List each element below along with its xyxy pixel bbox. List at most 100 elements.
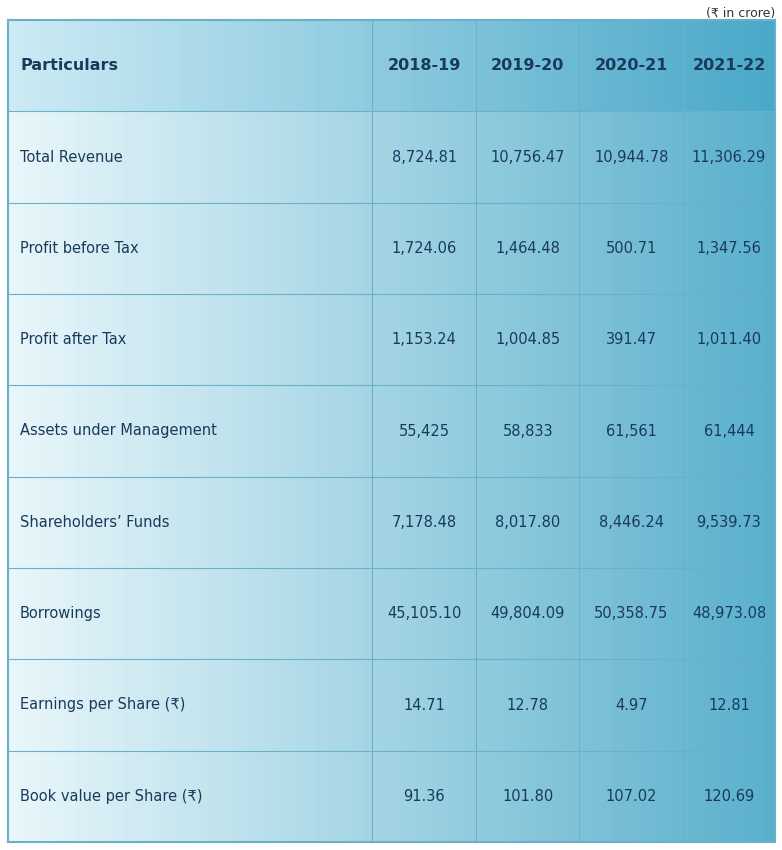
Bar — [372, 660, 382, 751]
Bar — [622, 660, 632, 751]
Bar — [228, 202, 239, 294]
Text: (₹ in crore): (₹ in crore) — [705, 7, 775, 20]
Bar — [392, 202, 402, 294]
Bar — [612, 202, 622, 294]
Bar — [296, 751, 306, 842]
Bar — [84, 751, 95, 842]
Bar — [56, 294, 66, 385]
Bar — [277, 20, 286, 111]
Bar — [315, 294, 325, 385]
Bar — [689, 660, 699, 751]
Bar — [113, 477, 124, 568]
Bar — [631, 477, 641, 568]
Bar — [181, 660, 191, 751]
Bar — [27, 568, 38, 660]
Bar — [497, 111, 507, 202]
Bar — [392, 477, 402, 568]
Bar — [679, 202, 689, 294]
Bar — [286, 751, 296, 842]
Bar — [545, 751, 555, 842]
Bar — [123, 477, 133, 568]
Bar — [593, 385, 603, 477]
Bar — [37, 568, 47, 660]
Bar — [449, 202, 459, 294]
Bar — [439, 111, 450, 202]
Bar — [497, 751, 507, 842]
Text: 50,358.75: 50,358.75 — [594, 606, 669, 621]
Bar — [305, 385, 315, 477]
Bar — [142, 751, 152, 842]
Bar — [84, 202, 95, 294]
Bar — [219, 477, 229, 568]
Bar — [277, 202, 286, 294]
Bar — [104, 477, 114, 568]
Bar — [458, 477, 468, 568]
Bar — [622, 751, 632, 842]
Bar — [190, 202, 200, 294]
Bar — [708, 751, 718, 842]
Bar — [640, 111, 651, 202]
Bar — [277, 294, 286, 385]
Bar — [439, 751, 450, 842]
Bar — [526, 660, 536, 751]
Bar — [487, 477, 497, 568]
Bar — [382, 568, 392, 660]
Text: 61,561: 61,561 — [606, 423, 657, 439]
Bar — [698, 751, 708, 842]
Bar — [325, 477, 335, 568]
Bar — [305, 751, 315, 842]
Bar — [296, 202, 306, 294]
Bar — [286, 202, 296, 294]
Bar — [689, 751, 699, 842]
Bar — [161, 751, 171, 842]
Bar — [497, 20, 507, 111]
Bar — [334, 20, 344, 111]
Bar — [411, 385, 421, 477]
Bar — [583, 477, 594, 568]
Bar — [602, 202, 612, 294]
Bar — [766, 477, 776, 568]
Bar — [219, 660, 229, 751]
Text: Profit before Tax: Profit before Tax — [20, 241, 138, 256]
Bar — [325, 202, 335, 294]
Bar — [257, 477, 267, 568]
Bar — [17, 660, 27, 751]
Bar — [497, 660, 507, 751]
Bar — [75, 751, 85, 842]
Bar — [363, 660, 373, 751]
Bar — [468, 385, 479, 477]
Bar — [717, 294, 727, 385]
Bar — [717, 751, 727, 842]
Bar — [554, 111, 565, 202]
Bar — [113, 294, 124, 385]
Bar — [487, 202, 497, 294]
Bar — [66, 751, 76, 842]
Bar — [679, 111, 689, 202]
Bar — [95, 111, 104, 202]
Bar — [449, 477, 459, 568]
Bar — [343, 385, 353, 477]
Bar — [708, 477, 718, 568]
Bar — [343, 294, 353, 385]
Bar — [210, 477, 220, 568]
Bar — [554, 568, 565, 660]
Bar — [84, 111, 95, 202]
Bar — [66, 20, 76, 111]
Bar — [27, 385, 38, 477]
Bar — [640, 385, 651, 477]
Text: 1,153.24: 1,153.24 — [392, 332, 457, 347]
Bar — [277, 477, 286, 568]
Bar — [248, 111, 258, 202]
Bar — [123, 111, 133, 202]
Bar — [181, 20, 191, 111]
Bar — [420, 568, 430, 660]
Bar — [545, 660, 555, 751]
Bar — [439, 568, 450, 660]
Bar — [612, 111, 622, 202]
Bar — [727, 568, 737, 660]
Bar — [669, 568, 680, 660]
Bar — [487, 20, 497, 111]
Bar — [353, 751, 363, 842]
Bar — [401, 294, 411, 385]
Bar — [56, 111, 66, 202]
